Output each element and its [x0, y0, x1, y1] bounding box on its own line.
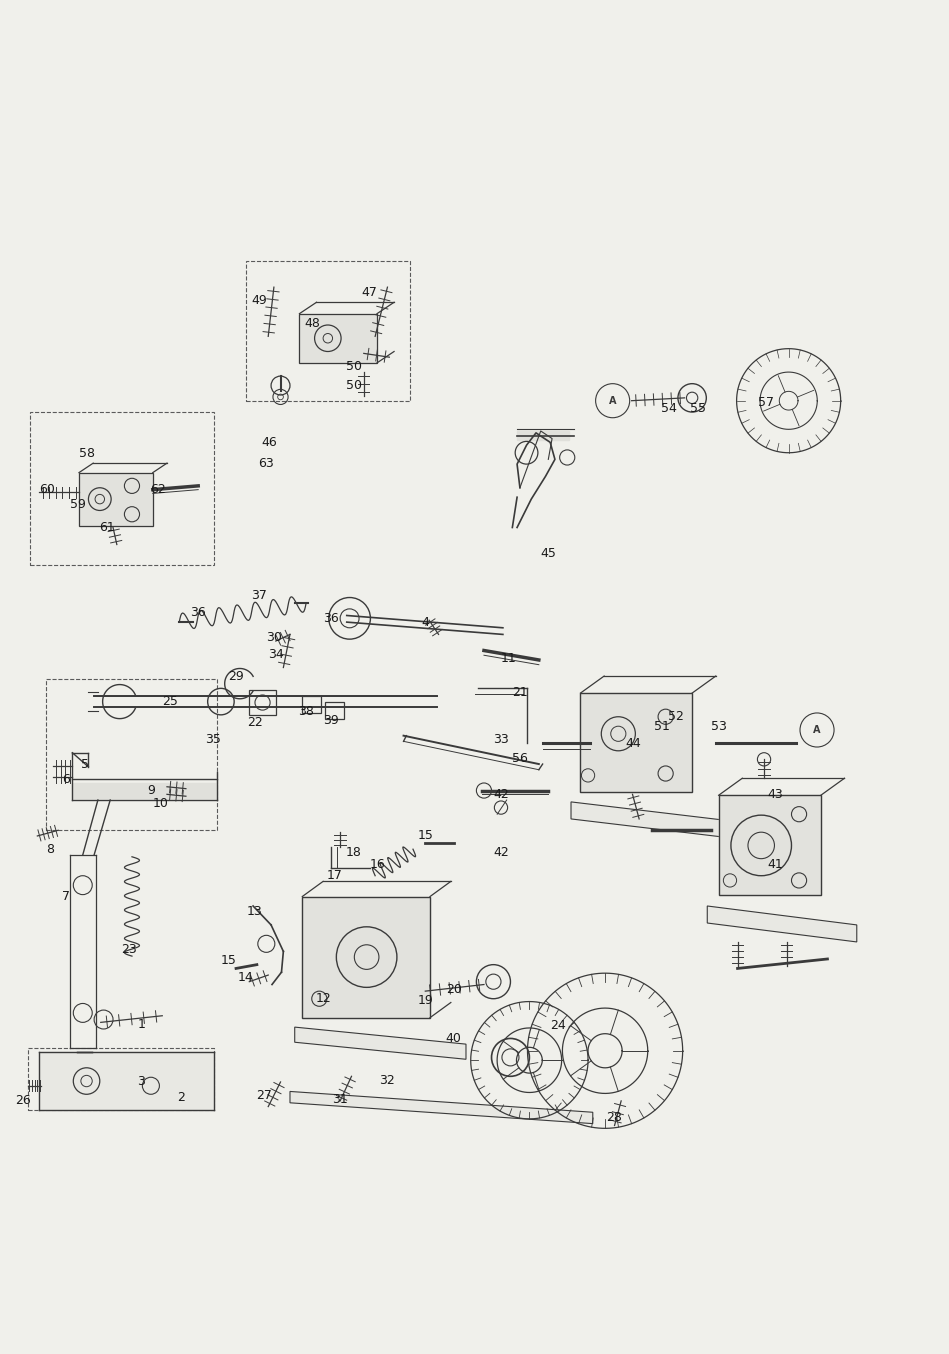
- Text: 44: 44: [625, 737, 642, 750]
- Text: 53: 53: [711, 720, 727, 733]
- Text: 39: 39: [323, 714, 339, 727]
- Text: 36: 36: [191, 607, 206, 619]
- Text: 63: 63: [258, 456, 274, 470]
- Bar: [28, 1048, 214, 1110]
- Text: 38: 38: [298, 704, 314, 718]
- Text: 61: 61: [100, 521, 115, 533]
- Text: 27: 27: [256, 1089, 272, 1102]
- Text: 29: 29: [228, 670, 244, 684]
- Text: 37: 37: [251, 589, 267, 603]
- Text: 26: 26: [15, 1094, 31, 1108]
- Polygon shape: [39, 1052, 214, 1110]
- Bar: [29, 412, 214, 566]
- Text: 15: 15: [418, 830, 434, 842]
- Text: 19: 19: [418, 994, 433, 1007]
- Text: 18: 18: [345, 846, 362, 860]
- Bar: [303, 696, 321, 714]
- Text: 46: 46: [261, 436, 277, 448]
- Polygon shape: [581, 693, 692, 792]
- Text: 23: 23: [121, 942, 137, 956]
- Bar: [303, 896, 430, 1018]
- Text: 48: 48: [305, 317, 321, 329]
- Polygon shape: [303, 896, 430, 1018]
- Text: 28: 28: [606, 1112, 623, 1124]
- Text: 3: 3: [138, 1075, 145, 1087]
- Text: 50: 50: [346, 360, 363, 374]
- Text: A: A: [609, 395, 617, 406]
- Text: 43: 43: [768, 788, 783, 800]
- Bar: [718, 795, 821, 895]
- Text: 62: 62: [151, 483, 166, 496]
- Text: 34: 34: [268, 647, 284, 661]
- Text: 24: 24: [549, 1018, 566, 1032]
- Text: 13: 13: [247, 906, 263, 918]
- Text: 12: 12: [315, 992, 331, 1005]
- Text: 60: 60: [39, 483, 55, 496]
- Text: 14: 14: [237, 971, 253, 984]
- Text: 50: 50: [346, 379, 363, 393]
- Text: 30: 30: [266, 631, 282, 643]
- Text: 2: 2: [177, 1090, 185, 1104]
- Text: 16: 16: [370, 858, 386, 871]
- Text: 1: 1: [138, 1018, 145, 1030]
- Text: 31: 31: [332, 1093, 348, 1105]
- Bar: [250, 691, 276, 715]
- Text: A: A: [813, 724, 821, 735]
- Bar: [581, 693, 692, 792]
- Text: 8: 8: [47, 842, 55, 856]
- Text: 5: 5: [81, 757, 88, 770]
- Bar: [300, 314, 377, 363]
- Text: 25: 25: [162, 695, 177, 708]
- Text: 9: 9: [147, 784, 155, 798]
- Polygon shape: [718, 795, 821, 895]
- Text: 49: 49: [251, 294, 267, 307]
- Text: 33: 33: [493, 733, 509, 746]
- Text: 52: 52: [668, 711, 684, 723]
- Polygon shape: [300, 314, 377, 363]
- Bar: [46, 678, 217, 830]
- Text: 35: 35: [205, 733, 221, 746]
- Text: 17: 17: [326, 869, 343, 883]
- Text: 6: 6: [62, 773, 69, 785]
- Text: 58: 58: [79, 447, 95, 460]
- Circle shape: [596, 383, 630, 418]
- Text: 54: 54: [661, 402, 678, 414]
- Text: 41: 41: [768, 858, 783, 871]
- Bar: [325, 701, 344, 719]
- Bar: [246, 261, 410, 401]
- Polygon shape: [707, 906, 857, 942]
- Text: 7: 7: [62, 890, 69, 903]
- Text: 40: 40: [446, 1032, 461, 1045]
- Text: 47: 47: [362, 286, 378, 299]
- Polygon shape: [72, 783, 217, 798]
- Text: 15: 15: [220, 955, 236, 967]
- Text: 4: 4: [421, 616, 429, 628]
- Bar: [79, 473, 153, 525]
- Text: 56: 56: [512, 751, 528, 765]
- Polygon shape: [517, 431, 569, 440]
- Text: 57: 57: [758, 397, 774, 409]
- Text: 45: 45: [540, 547, 556, 561]
- Text: 36: 36: [323, 612, 339, 624]
- Text: 10: 10: [153, 798, 168, 810]
- Text: 11: 11: [501, 651, 516, 665]
- Circle shape: [800, 714, 834, 747]
- Text: 59: 59: [70, 498, 86, 512]
- Text: 32: 32: [380, 1074, 396, 1087]
- Text: 55: 55: [690, 402, 706, 414]
- Text: 20: 20: [446, 983, 461, 995]
- Polygon shape: [571, 802, 730, 838]
- Text: 21: 21: [512, 685, 528, 699]
- Text: 42: 42: [493, 788, 509, 800]
- Polygon shape: [295, 1028, 466, 1059]
- Polygon shape: [79, 473, 153, 525]
- Text: 42: 42: [493, 846, 509, 860]
- Text: 22: 22: [247, 716, 263, 728]
- Text: 51: 51: [654, 720, 670, 733]
- Polygon shape: [290, 1091, 593, 1124]
